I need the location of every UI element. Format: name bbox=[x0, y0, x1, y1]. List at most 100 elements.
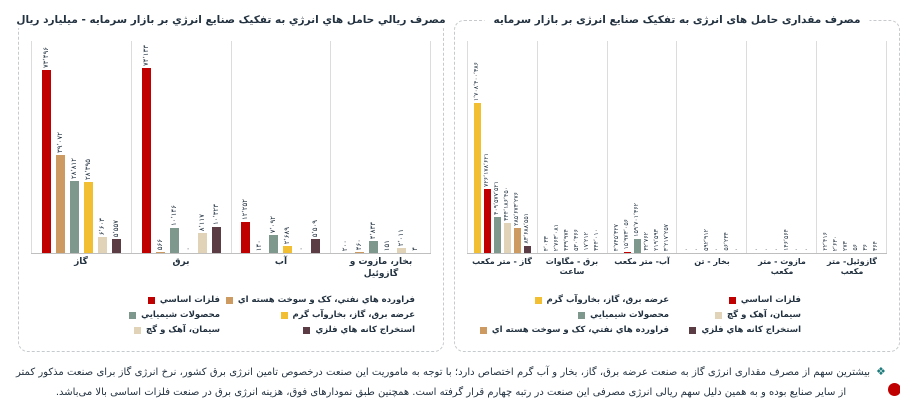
legend-swatch-icon bbox=[479, 326, 487, 334]
bar-value-label: ۵٬۵۰۹ bbox=[311, 219, 320, 237]
bar-value-label: ۳۲٬۷۶۲ bbox=[642, 232, 650, 251]
bar-column: ۸٬۱۱۷ bbox=[197, 214, 207, 253]
bar-value-label: ۲۷۳ bbox=[842, 241, 850, 251]
bar-value-label: ۴٬۰۳۳ bbox=[543, 235, 551, 251]
category-group: ۰ ۰ ۰ ۱۴۶٬۵۶۴ ۰ ۰ bbox=[746, 41, 816, 253]
bar-column: ۷۳٬۴۹۶ bbox=[41, 46, 51, 253]
legend-label: محصولات شيميايي bbox=[141, 310, 220, 320]
bar-column: ۲۰۰ bbox=[341, 240, 350, 253]
bar-column: ۵۶٬۲۳۴ bbox=[723, 232, 730, 253]
bar bbox=[211, 227, 221, 253]
bar-column: ۳۴۴٬۰۱۰ bbox=[593, 229, 601, 253]
legend: فلزات اساسي محصولات شيميايي سيمان، آهک و گ… bbox=[19, 293, 443, 345]
bar-value-label: ۳۹٬۰۷۲ bbox=[55, 131, 64, 153]
bar-value-label: ۲۸٬۳۹۵ bbox=[83, 158, 92, 180]
bar bbox=[83, 182, 93, 253]
legend-item: عرضه برق، گاز، بخاروآب گرم bbox=[534, 295, 669, 305]
bar-column: ۲۱۹٬۵۹۳ bbox=[653, 229, 661, 253]
bar-value-label: ۴۶۰ bbox=[355, 238, 364, 250]
bar bbox=[111, 239, 121, 253]
bar-column: ۴٬۷۴۵٬۳۲۷ bbox=[613, 224, 621, 253]
bar bbox=[41, 70, 51, 253]
bar-column: ۷۲۶٬۱۷۸٬۶۲۱ bbox=[483, 153, 491, 253]
chart-panels-row: مصرف ريالي حامل هاي انرژي به تفکيک صنايع… bbox=[7, 13, 900, 352]
bar-column: ۸۳٬۶۸۸٬۵۵۱ bbox=[523, 213, 531, 253]
page-edge-marker-icon bbox=[888, 383, 900, 396]
bar bbox=[169, 228, 179, 253]
bar-column: ۲٬۷۶۳٬۰۸۱ bbox=[553, 224, 561, 253]
bar-value-label: ۰ bbox=[682, 247, 690, 251]
bar-value-label: ۴٬۸۳۳ bbox=[369, 221, 378, 239]
bar-value-label: ۲٬۶۳۰ bbox=[832, 235, 840, 251]
bar-value-label: ۵۶۶ bbox=[155, 238, 164, 250]
bar-value-label: ۰ bbox=[752, 247, 760, 251]
bar bbox=[493, 217, 501, 253]
bar-value-label: ۱۰٬۳۲۳ bbox=[211, 203, 220, 225]
legend-item: استخراج کانه هاي فلزي bbox=[303, 325, 415, 335]
bar-value-label: ۷۳٬۴۹۶ bbox=[41, 46, 50, 68]
category-group: ۴٬۰۳۳ ۲٬۷۶۳٬۰۸۱ ۴۳۹٬۹۷۴ ۵۳۰٬۳۶۶ ۱۷٬۲۱۲ ۳۴۴٬۰۱… bbox=[536, 41, 607, 253]
bar-value-label: ۳۶ bbox=[862, 244, 870, 251]
legend-label: عرضه برق، گاز، بخاروآب گرم bbox=[292, 310, 415, 320]
bar-column: ۵٬۵۰۹ bbox=[311, 219, 321, 253]
bar-column: ۲۸٬۸۱۲ bbox=[69, 157, 79, 253]
bar-column: ۵۳۰٬۳۶۶ bbox=[573, 229, 581, 253]
bar-value-label: ۱۰٬۱۴۶ bbox=[169, 204, 178, 226]
bar-value-label: ۱۷٬۲۱۲ bbox=[583, 232, 591, 251]
bar bbox=[269, 235, 279, 253]
bar bbox=[197, 233, 207, 253]
legend-item: عرضه برق، گاز، بخاروآب گرم bbox=[280, 310, 415, 320]
legend-item: سيمان، آهک و گچ bbox=[134, 325, 220, 335]
bar bbox=[283, 246, 293, 253]
legend-item: فراورده هاي نفتي، کک و سوخت هسته اي bbox=[225, 295, 415, 305]
bar-column: ۲۸۵٬۶۷۳٬۲۷۶ bbox=[513, 192, 521, 253]
bar bbox=[623, 252, 631, 253]
bar-value-label: ۳۴۴٬۱۸۶٬۴۵۰ bbox=[503, 187, 511, 221]
category-label: گاز - متر مکعب bbox=[472, 257, 532, 266]
bar-value-label: ۰ bbox=[802, 247, 810, 251]
bar-value-label: ۱۵۱ bbox=[383, 239, 392, 251]
legend-swatch-icon bbox=[147, 296, 155, 304]
legend-label: عرضه برق، گاز، بخاروآب گرم bbox=[546, 295, 669, 305]
category-group: ۴٬۷۴۵٬۳۲۷ ۱۵٬۹۷۳٬۰۵۶ ۱۵۹٬۷۰۱٬۳۶۲ ۳۲٬۷۶۲ ۲۱۹٬… bbox=[606, 41, 677, 253]
category-group: ۱٬۷۰۸٬۴۰۰٬۳۸۶ ۷۲۶٬۱۷۸٬۶۲۱ ۴۰۹٬۵۷۷٬۵۲۱ ۳۴۴٬۱… bbox=[467, 41, 537, 253]
bar bbox=[97, 237, 107, 253]
bar-value-label: ۲۸٬۸۱۲ bbox=[69, 157, 78, 179]
bar-value-label: ۴ bbox=[411, 247, 420, 251]
legend-label: استخراج کانه هاي فلزي bbox=[701, 325, 801, 335]
category-group: ۲۲٬۴۱۶ ۲٬۶۳۰ ۲۷۳ ۵۶ ۳۶ ۳۶۴ bbox=[816, 41, 887, 253]
bar-value-label: ۷۲۶٬۱۷۸٬۶۲۱ bbox=[483, 153, 491, 187]
bar-value-label: ۰ bbox=[692, 247, 700, 251]
legend-label: فلزات اساسي bbox=[740, 295, 801, 305]
bar-value-label: ۳٬۲۱۷٬۲۵۷ bbox=[662, 223, 670, 251]
legend-swatch-icon bbox=[303, 326, 311, 334]
bar-column: ۵۹۲٬۹۱۲ bbox=[703, 229, 710, 253]
legend-swatch-icon bbox=[728, 296, 736, 304]
bar bbox=[55, 155, 65, 253]
legend-column-right: فلزات اساسي سيمان، آهک و گچ استخراج کانه ه… bbox=[689, 295, 801, 335]
bar bbox=[355, 252, 365, 253]
category-group: ۷۴٬۱۳۳ ۵۶۶ ۱۰٬۱۴۶ ۰ ۸٬۱۱۷ ۱۰٬۳۲۳ bbox=[130, 41, 231, 253]
bar-value-label: ۱۴۰ bbox=[255, 239, 264, 251]
bar-column: ۲۸٬۳۹۵ bbox=[83, 158, 93, 253]
bar bbox=[633, 239, 641, 253]
bar-column: ۱۷٬۲۱۲ bbox=[583, 232, 591, 253]
bar-column: ۲۲٬۴۱۶ bbox=[822, 232, 830, 253]
bar-value-label: ۷٬۰۹۲ bbox=[269, 215, 278, 233]
category-label: گاز bbox=[74, 257, 88, 267]
bar-value-label: ۳۴۴٬۰۱۰ bbox=[593, 229, 601, 251]
bar-value-label: ۶٬۶۰۳ bbox=[97, 217, 106, 235]
category-group: ۷۳٬۴۹۶ ۳۹٬۰۷۲ ۲۸٬۸۱۲ ۲۸٬۳۹۵ ۶٬۶۰۳ ۵٬۵۵۷ bbox=[31, 41, 131, 253]
category-label: برق - مگاوات ساعت bbox=[545, 257, 599, 277]
chart-title: مصرف مقداری حامل های انرژی به تفکیک صنای… bbox=[484, 13, 870, 28]
legend-label: فلزات اساسي bbox=[159, 295, 220, 305]
bar-value-label: ۸۳٬۶۸۸٬۵۵۱ bbox=[523, 213, 531, 244]
bar-value-label: ۲٬۶۸۹ bbox=[283, 226, 292, 244]
bar-column: ۱۲٬۲۵۲ bbox=[241, 199, 251, 253]
legend-label: فراورده هاي نفتي، کک و سوخت هسته اي bbox=[237, 295, 415, 305]
legend-item: محصولات شيميايي bbox=[129, 310, 220, 320]
bar-column: ۷۴٬۱۳۳ bbox=[141, 45, 151, 253]
legend-swatch-icon bbox=[578, 311, 586, 319]
legend-swatch-icon bbox=[280, 311, 288, 319]
bar-column: ۱٬۷۰۸٬۴۰۰٬۳۸۶ bbox=[473, 62, 481, 253]
